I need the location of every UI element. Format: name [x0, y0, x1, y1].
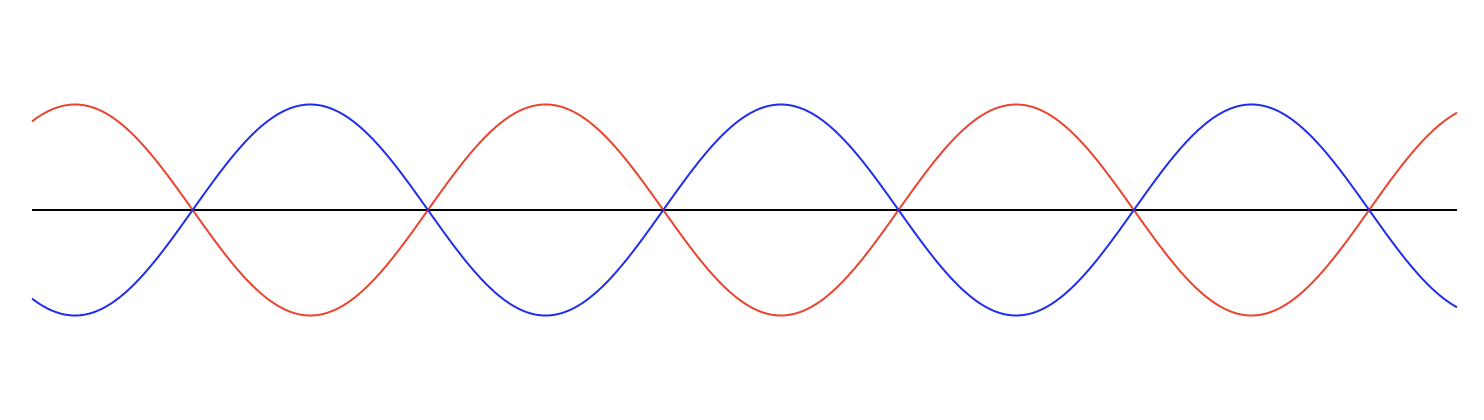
blue-cosine-wave	[31, 103, 1458, 317]
red-cosine-wave	[31, 103, 1458, 317]
